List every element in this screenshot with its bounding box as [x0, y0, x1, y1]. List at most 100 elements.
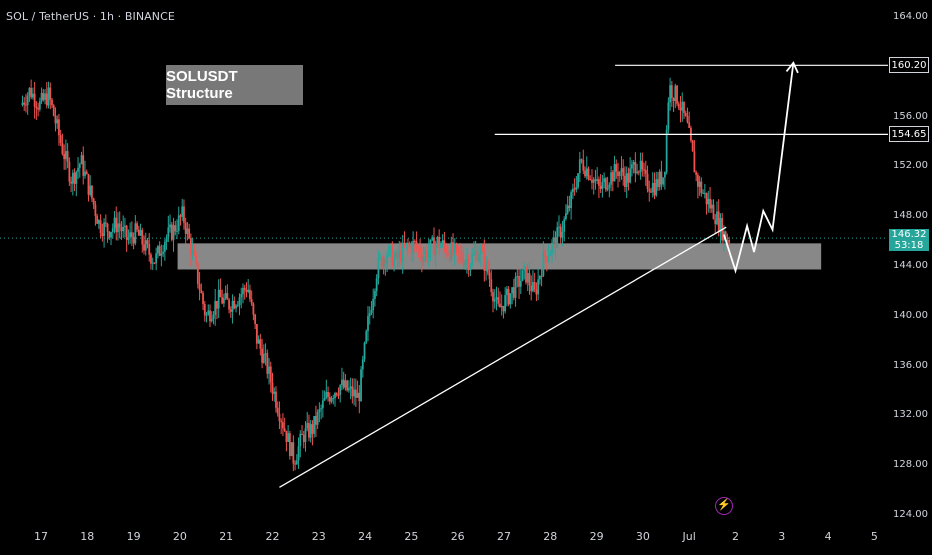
- candle-body-196: [361, 359, 364, 370]
- candle-body-303: [547, 255, 550, 262]
- date-tick-label: 21: [219, 530, 234, 543]
- candle-body-63: [130, 232, 133, 237]
- candle-body-40: [91, 185, 93, 199]
- date-tick-label: 18: [80, 530, 95, 543]
- candle-body-346: [622, 168, 625, 176]
- candle-body-23: [61, 142, 64, 154]
- candle-body-151: [283, 428, 286, 431]
- candle-body-214: [393, 257, 395, 267]
- candle-body-95: [186, 228, 189, 234]
- candle-body-141: [266, 353, 269, 374]
- candle-body-97: [189, 238, 192, 255]
- date-tick-label: Jul: [682, 530, 696, 543]
- candle-body-130: [247, 289, 250, 292]
- candle-body-1: [23, 102, 26, 105]
- candle-body-393: [703, 192, 706, 194]
- candle-body-212: [389, 246, 392, 248]
- candle-body-289: [523, 266, 526, 271]
- candle-body-272: [493, 299, 496, 302]
- candle-body-20: [56, 119, 59, 124]
- projection-arrowhead: [785, 61, 799, 74]
- candle-body-74: [150, 254, 152, 264]
- price-tick-label: 128.00: [893, 459, 928, 471]
- candle-body-248: [452, 242, 454, 254]
- candle-body-166: [309, 424, 312, 438]
- candle-body-322: [580, 159, 583, 161]
- candle-body-356: [639, 160, 642, 173]
- candle-body-275: [499, 303, 501, 308]
- candle-body-299: [540, 276, 543, 278]
- date-tick-label: 25: [404, 530, 419, 543]
- candle-body-84: [167, 227, 170, 238]
- candle-body-67: [137, 229, 140, 236]
- candle-body-102: [198, 284, 201, 291]
- candle-body-222: [407, 242, 409, 246]
- candle-body-137: [259, 339, 262, 349]
- candle-body-211: [387, 246, 390, 256]
- candle-body-280: [507, 288, 510, 305]
- candle-body-348: [625, 173, 628, 188]
- candle-body-208: [382, 258, 385, 268]
- candle-body-314: [566, 205, 569, 214]
- candle-body-345: [620, 168, 623, 173]
- candle-body-182: [337, 394, 340, 396]
- candle-body-66: [136, 223, 138, 230]
- candle-body-372: [667, 102, 670, 130]
- candle-body-250: [455, 244, 458, 247]
- candle-body-88: [174, 225, 177, 232]
- candle-body-53: [113, 217, 116, 229]
- candle-body-278: [504, 295, 507, 312]
- candle-body-167: [311, 424, 314, 434]
- candle-body-99: [193, 249, 196, 256]
- candle-body-399: [714, 219, 717, 225]
- candle-body-18: [52, 105, 55, 116]
- candle-body-127: [242, 287, 244, 295]
- candle-body-270: [490, 279, 493, 293]
- candle-body-197: [363, 342, 366, 360]
- candle-body-35: [82, 155, 85, 176]
- candle-body-91: [179, 215, 182, 217]
- candle-body-136: [257, 339, 260, 344]
- candle-body-332: [598, 179, 600, 186]
- candle-body-316: [570, 192, 573, 209]
- candle-body-16: [49, 87, 52, 100]
- candle-body-44: [97, 220, 100, 224]
- candle-body-101: [196, 263, 199, 285]
- candle-body-33: [78, 164, 81, 168]
- candle-body-128: [243, 287, 246, 290]
- candle-body-200: [368, 313, 371, 317]
- candle-body-133: [252, 303, 255, 315]
- candle-body-251: [457, 246, 460, 253]
- candle-body-68: [139, 230, 142, 236]
- candle-body-21: [58, 119, 60, 136]
- candle-body-244: [445, 245, 448, 254]
- candle-body-207: [380, 257, 383, 268]
- candle-body-27: [68, 161, 71, 182]
- candle-body-188: [347, 388, 350, 391]
- candle-body-229: [419, 247, 421, 255]
- lightning-icon[interactable]: ⚡: [715, 497, 733, 515]
- candle-body-52: [111, 228, 114, 232]
- candle-body-62: [129, 232, 132, 238]
- candle-body-153: [287, 433, 290, 442]
- candle-body-98: [191, 249, 194, 255]
- candle-body-386: [691, 140, 694, 152]
- candle-body-231: [422, 256, 425, 261]
- candle-body-34: [80, 155, 83, 165]
- candle-body-243: [443, 240, 446, 246]
- candle-body-205: [377, 257, 380, 279]
- candle-body-277: [502, 305, 505, 312]
- candle-body-179: [332, 398, 335, 400]
- candle-body-204: [375, 278, 378, 291]
- candle-body-295: [533, 282, 536, 290]
- candle-body-402: [719, 218, 722, 233]
- candle-body-123: [235, 305, 237, 309]
- candle-body-15: [47, 87, 50, 106]
- candle-body-365: [655, 179, 658, 196]
- date-tick-label: 2: [732, 530, 739, 543]
- candle-body-171: [318, 409, 321, 412]
- price-tick-label: 140.00: [893, 309, 928, 321]
- candle-body-56: [118, 223, 121, 228]
